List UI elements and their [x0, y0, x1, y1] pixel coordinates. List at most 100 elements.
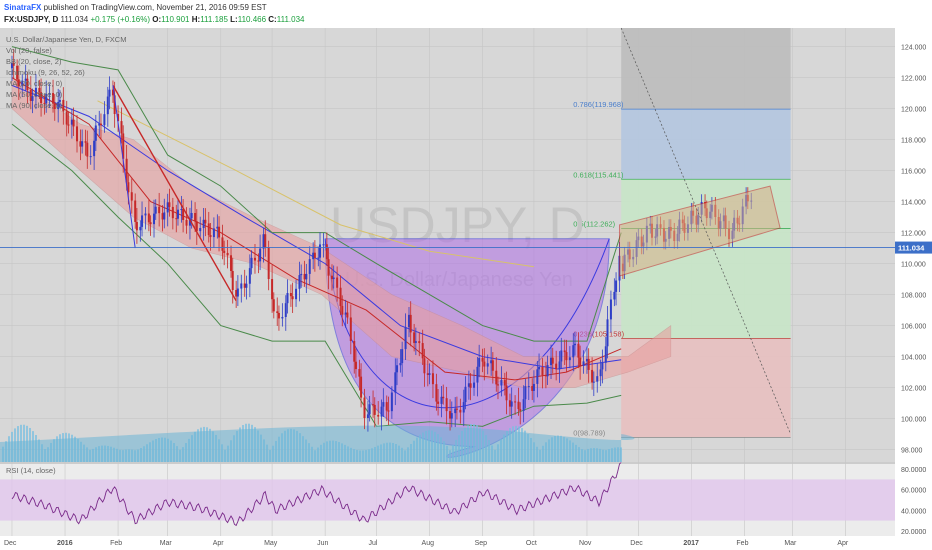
candle-body	[286, 293, 289, 304]
candle-body	[486, 363, 489, 367]
candle-body	[45, 94, 48, 104]
candle-body	[325, 244, 328, 260]
candle-body	[368, 404, 371, 415]
candle-body	[194, 212, 197, 222]
candle-body	[298, 275, 301, 289]
candle-body	[372, 404, 375, 406]
candle-body	[483, 361, 486, 367]
candle-body	[134, 200, 137, 222]
candle-body	[437, 401, 440, 404]
bb-lower	[11, 123, 622, 427]
candle-body	[339, 287, 342, 306]
candle-body	[281, 316, 284, 319]
x-tick-label: May	[264, 540, 278, 547]
x-tick-label: 2016	[57, 540, 73, 547]
x-tick-label: Sep	[475, 540, 488, 547]
author-link[interactable]: SinatraFX	[4, 3, 42, 12]
candle-body	[467, 383, 470, 387]
candle-body	[168, 202, 171, 207]
fib-zone-top	[621, 28, 791, 110]
candle-body	[253, 257, 256, 261]
candle-body	[354, 361, 357, 370]
candle-body	[153, 213, 156, 225]
candle-body	[592, 381, 595, 383]
candle-body	[271, 279, 274, 300]
candle-body	[57, 101, 60, 110]
x-tick-label: Nov	[579, 540, 592, 547]
price-axis-bg	[895, 28, 932, 536]
candle-body	[490, 360, 493, 364]
candle-body	[445, 398, 448, 412]
candle-body	[221, 237, 224, 251]
candle-body	[538, 367, 541, 370]
candle-body	[591, 369, 594, 383]
candle-body	[284, 303, 287, 317]
candle-body	[175, 218, 178, 220]
candle-body	[428, 373, 431, 375]
ma-slow	[97, 100, 534, 268]
candle-body	[551, 357, 554, 364]
candle-body	[519, 409, 522, 411]
candle-body	[404, 327, 407, 350]
candle-body	[89, 156, 92, 158]
fib-zone-786	[621, 109, 791, 180]
candle-body	[93, 140, 96, 157]
candle-body	[330, 275, 333, 280]
candle-body	[166, 202, 169, 213]
rsi-band	[0, 479, 895, 521]
candle-body	[207, 223, 210, 236]
y-tick-label: 98.000	[901, 448, 923, 455]
legend-item: MA (90, close, 0)	[6, 101, 63, 110]
y-tick-label: 114.000	[901, 200, 926, 207]
candle-body	[491, 360, 494, 371]
candle-body	[295, 288, 298, 300]
candle-body	[171, 206, 174, 219]
open-value: 110.901	[161, 15, 190, 24]
candle-body	[577, 343, 580, 358]
candle-body	[550, 357, 553, 366]
x-tick-label: 2017	[683, 540, 699, 547]
candle-body	[563, 350, 566, 353]
candle-body	[508, 400, 511, 407]
last-price-tag	[895, 241, 932, 254]
y-tick-label: 110.000	[901, 262, 926, 269]
candle-body	[277, 312, 280, 319]
candle-body	[341, 305, 344, 315]
y-tick-label: 112.000	[901, 231, 926, 238]
candle-body	[94, 125, 97, 141]
high-label: H:	[191, 15, 201, 24]
candle-body	[579, 357, 582, 366]
candle-body	[503, 380, 506, 386]
candle-body	[496, 384, 499, 386]
candle-body	[524, 386, 527, 400]
candle-body	[517, 401, 520, 410]
open-label: O:	[152, 15, 162, 24]
candle-body	[209, 235, 212, 238]
candle-body	[185, 219, 188, 226]
candle-body	[24, 78, 27, 81]
candle-body	[601, 362, 604, 370]
candle-body	[195, 221, 198, 232]
candle-body	[31, 96, 34, 101]
candle-body	[106, 96, 109, 115]
candle-body	[558, 361, 561, 370]
candle-body	[176, 209, 179, 219]
candle-body	[272, 299, 275, 312]
candle-body	[98, 123, 101, 126]
y-tick-label: 124.000	[901, 45, 926, 52]
fib-label: 0.236(105.158)	[573, 330, 624, 339]
candle-body	[421, 343, 424, 359]
volume-ma-area	[0, 425, 635, 462]
candle-body	[188, 218, 191, 226]
candle-body	[319, 244, 322, 258]
symbol-label[interactable]: FX:USDJPY, D	[4, 15, 59, 24]
candle-body	[555, 363, 558, 370]
y-tick-label: 102.000	[901, 386, 926, 393]
fib-label: 0.786(119.968)	[573, 100, 624, 109]
candle-body	[52, 93, 55, 104]
ohlc-line: FX:USDJPY, D 111.034 +0.175 (+0.16%) O:1…	[4, 15, 304, 24]
candle-body	[353, 340, 356, 362]
candle-body	[541, 367, 544, 376]
